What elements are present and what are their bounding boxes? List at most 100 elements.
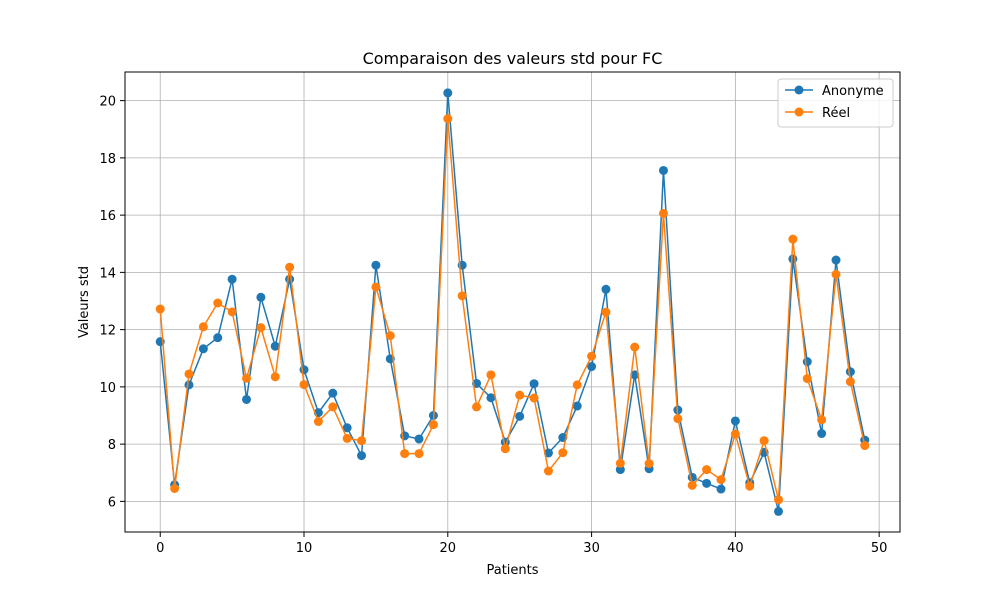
data-point-anonyme [357, 451, 367, 461]
data-point-reel [457, 291, 467, 301]
data-point-reel [558, 448, 568, 458]
data-point-anonyme [486, 393, 496, 403]
plot-area [125, 72, 900, 532]
data-point-anonyme [831, 255, 841, 265]
data-point-reel [730, 429, 740, 439]
data-point-anonyme [227, 274, 237, 284]
chart-title: Comparaison des valeurs std pour FC [363, 49, 663, 68]
data-point-reel [342, 433, 352, 443]
data-point-reel [615, 458, 625, 468]
x-tick-label: 40 [727, 541, 744, 556]
data-point-anonyme [615, 465, 625, 475]
series-line-anonyme [159, 92, 866, 513]
data-point-anonyme [774, 506, 783, 516]
data-point-anonyme [371, 260, 381, 270]
data-point-reel [428, 420, 438, 430]
x-tick-label: 10 [296, 541, 313, 556]
x-axis-label: Patients [486, 563, 538, 578]
data-point-reel [256, 323, 266, 333]
data-point-reel [385, 331, 395, 341]
data-point-reel [198, 322, 208, 332]
data-point-anonyme [285, 274, 295, 284]
data-point-anonyme [342, 423, 352, 433]
y-tick-label: 18 [99, 152, 116, 167]
legend-label-anonyme: Anonyme [822, 84, 884, 99]
data-point-anonyme [788, 254, 798, 264]
data-point-reel [587, 351, 597, 361]
grid-lines [125, 72, 900, 532]
data-point-reel [831, 269, 841, 279]
data-point-reel [299, 380, 309, 390]
data-point-reel [673, 414, 683, 424]
y-tick-label: 10 [99, 381, 116, 396]
legend-marker-anonyme [794, 85, 804, 95]
data-point-reel [601, 307, 611, 317]
data-point-anonyme [328, 388, 338, 398]
data-point-anonyme [601, 284, 611, 294]
data-point-reel [472, 402, 482, 412]
data-point-reel [414, 449, 424, 459]
data-point-anonyme [270, 341, 280, 351]
data-point-anonyme [802, 357, 812, 367]
data-point-anonyme [587, 362, 597, 372]
data-point-anonyme [572, 401, 582, 411]
data-point-reel [759, 436, 769, 446]
data-point-reel [371, 282, 381, 292]
data-point-reel [658, 208, 668, 218]
legend-label-reel: Réel [822, 106, 850, 121]
data-point-reel [802, 374, 812, 384]
y-tick-label: 12 [99, 324, 116, 339]
data-point-anonyme [529, 379, 539, 389]
legend-box [777, 78, 894, 128]
data-point-reel [328, 402, 338, 412]
series-layer [155, 88, 870, 516]
data-point-anonyme [730, 416, 740, 426]
x-tick-label: 0 [156, 541, 164, 556]
data-point-reel [644, 459, 654, 469]
data-point-reel [184, 369, 194, 379]
data-point-reel [572, 380, 582, 390]
data-point-reel [443, 114, 453, 124]
data-point-reel [270, 372, 280, 382]
x-tick-label: 30 [583, 541, 600, 556]
data-point-reel [529, 393, 539, 403]
y-axis-label: Valeurs std [77, 266, 92, 338]
data-point-reel [285, 262, 295, 272]
data-point-anonyme [414, 434, 424, 444]
x-tick-label: 50 [871, 541, 888, 556]
series-reel [155, 114, 870, 505]
data-point-reel [500, 444, 510, 454]
y-tick-label: 14 [99, 266, 116, 281]
data-point-anonyme [658, 165, 668, 175]
data-point-anonyme [515, 411, 525, 421]
data-point-reel [213, 298, 223, 308]
data-point-reel [774, 495, 783, 505]
data-point-reel [313, 417, 323, 427]
y-tick-label: 6 [108, 495, 116, 510]
data-point-reel [227, 307, 237, 317]
axes-frame [124, 71, 901, 533]
data-point-anonyme [443, 88, 453, 98]
data-point-anonyme [817, 429, 827, 439]
data-point-anonyme [213, 333, 223, 343]
data-point-reel [242, 373, 251, 383]
data-point-anonyme [702, 478, 712, 488]
data-point-reel [845, 377, 855, 387]
data-point-reel [860, 441, 870, 451]
data-point-anonyme [845, 367, 855, 377]
data-point-anonyme [198, 344, 208, 354]
y-tick-label: 20 [99, 95, 116, 110]
data-point-reel [630, 342, 640, 352]
data-point-reel [745, 481, 755, 491]
data-point-anonyme [256, 292, 266, 302]
y-tick-label: 8 [108, 438, 116, 453]
data-point-reel [687, 480, 697, 490]
data-point-reel [400, 449, 410, 459]
data-point-reel [486, 370, 496, 380]
data-point-anonyme [543, 448, 553, 458]
data-point-reel [357, 436, 367, 446]
legend-marker-reel [794, 107, 804, 117]
data-point-anonyme [299, 365, 309, 375]
